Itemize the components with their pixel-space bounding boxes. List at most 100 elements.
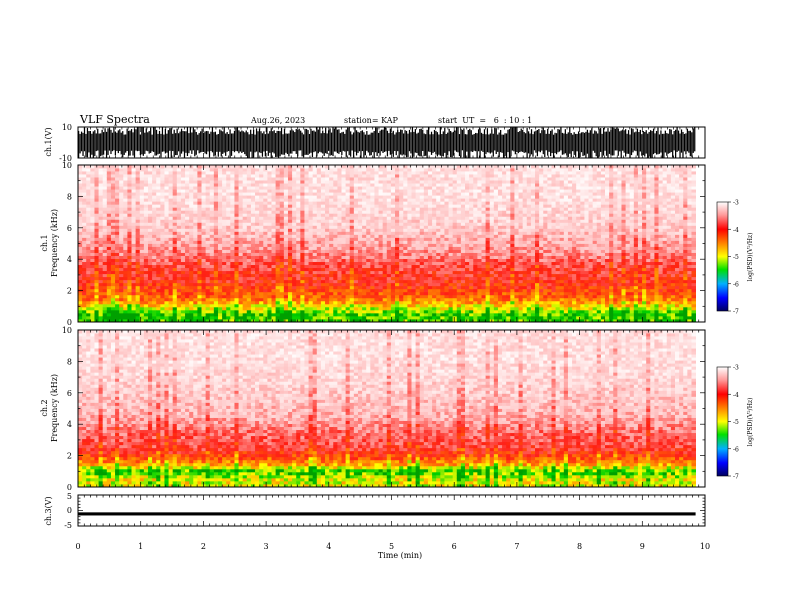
spectrogram-cell — [341, 258, 347, 263]
spectrogram-cell — [419, 261, 425, 266]
spectrogram-cell — [320, 252, 326, 256]
spectrogram-cell — [287, 270, 293, 275]
spectrogram-cell — [390, 165, 396, 169]
spectrogram-cell — [168, 201, 174, 205]
spectrogram-cell — [374, 234, 379, 238]
spectrogram-cell — [160, 234, 165, 238]
spectrogram-cell — [374, 273, 379, 278]
spectrogram-cell — [312, 288, 318, 293]
spectrogram-cell — [168, 315, 174, 320]
spectrogram-cell — [86, 306, 91, 311]
spectrogram-cell — [329, 165, 334, 169]
spectrogram-cell — [238, 270, 244, 275]
spectrogram-cell — [427, 204, 433, 208]
spectrogram-cell — [362, 180, 367, 184]
spectrogram-cell — [172, 240, 178, 244]
spectrogram-cell — [115, 279, 120, 284]
spectrogram-cell — [390, 309, 396, 314]
spectrogram-cell — [312, 231, 318, 235]
spectrogram-cell — [94, 279, 99, 284]
ch1-waveform-bar — [423, 133, 425, 157]
spectrogram-cell — [407, 225, 412, 229]
spectrogram-cell — [131, 255, 137, 259]
spectrogram-cell — [238, 294, 244, 299]
spectrogram-cell — [403, 204, 408, 208]
spectrogram-cell — [259, 297, 264, 302]
spectrogram-cell — [304, 270, 309, 275]
spectrogram-cell — [403, 192, 408, 196]
spectrogram-cell — [345, 300, 351, 305]
spectrogram-cell — [411, 264, 417, 269]
ch1-waveform-bar — [447, 132, 449, 156]
spectrogram-cell — [390, 228, 396, 232]
spectrogram-cell — [320, 231, 326, 235]
spectrogram-cell — [362, 246, 367, 250]
spectrogram-cell — [250, 237, 256, 241]
spectrogram-cell — [374, 186, 379, 190]
spectrogram-cell — [390, 267, 396, 272]
spectrogram-cell — [320, 204, 326, 208]
spectrogram-cell — [296, 303, 301, 308]
spectrogram-cell — [160, 246, 165, 250]
spectrogram-cell — [333, 315, 338, 320]
spectrogram-cell — [349, 240, 355, 244]
spectrogram-cell — [386, 279, 392, 284]
spectrogram-cell — [139, 255, 145, 259]
spectrogram-cell — [250, 213, 256, 217]
spectrogram-cell — [213, 261, 219, 266]
spectrogram-cell — [386, 318, 392, 322]
spectrogram-cell — [411, 213, 417, 217]
spectrogram-cell — [395, 180, 400, 184]
ch1-waveform-bar — [366, 131, 368, 151]
spectrogram-cell — [217, 285, 223, 290]
ch1-waveform-bar — [475, 132, 477, 152]
spectrogram-cell — [197, 171, 202, 175]
spectrogram-cell — [110, 279, 116, 284]
spectrogram-cell — [226, 282, 231, 287]
spectrogram-cell — [378, 180, 384, 184]
spectrogram-cell — [205, 273, 211, 278]
spectrogram-cell — [127, 228, 132, 232]
spectrogram-cell — [308, 174, 314, 178]
spectrogram-cell — [98, 192, 104, 196]
spectrogram-cell — [292, 300, 297, 305]
spectrogram-cell — [423, 237, 429, 241]
spectrogram-cell — [180, 216, 186, 220]
spectrogram-cell — [333, 243, 338, 247]
spectrogram-cell — [115, 165, 120, 169]
spectrogram-cell — [152, 273, 157, 278]
spectrogram-cell — [390, 255, 396, 259]
spectrogram-cell — [259, 198, 264, 202]
spectrogram-cell — [345, 186, 351, 190]
spectrogram-cell — [308, 210, 314, 214]
spectrogram-cell — [283, 276, 289, 281]
spectrogram-cell — [255, 195, 260, 199]
ch1-waveform-bar — [476, 133, 478, 158]
ch1-waveform-bar — [460, 128, 462, 158]
spectrogram-cell — [82, 297, 87, 302]
spectrogram-cell — [432, 234, 437, 238]
spectrogram-cell — [432, 285, 437, 290]
spectrogram-cell — [193, 234, 198, 238]
spectrogram-cell — [189, 267, 194, 272]
spectrogram-cell — [275, 183, 281, 187]
ch1-waveform-bar — [602, 127, 605, 156]
spectrogram-cell — [222, 210, 227, 214]
spectrogram-cell — [366, 300, 371, 305]
spectrogram-cell — [238, 252, 244, 256]
spectrogram-cell — [370, 285, 375, 290]
spectrogram-cell — [374, 213, 379, 217]
spectrogram-cell — [94, 171, 99, 175]
ch1-waveform-bar — [394, 134, 396, 151]
spectrogram-cell — [135, 279, 141, 284]
spectrogram-cell — [164, 225, 169, 229]
spectrogram-cell — [341, 165, 347, 169]
spectrogram-cell — [292, 198, 297, 202]
spectrogram-cell — [279, 201, 285, 205]
ch1-waveform-bar — [297, 129, 299, 157]
spectrogram-cell — [357, 276, 363, 281]
spectrogram-cell — [127, 306, 132, 311]
spectrogram-cell — [341, 282, 347, 287]
spectrogram-cell — [378, 249, 384, 253]
spectrogram-cell — [135, 210, 141, 214]
